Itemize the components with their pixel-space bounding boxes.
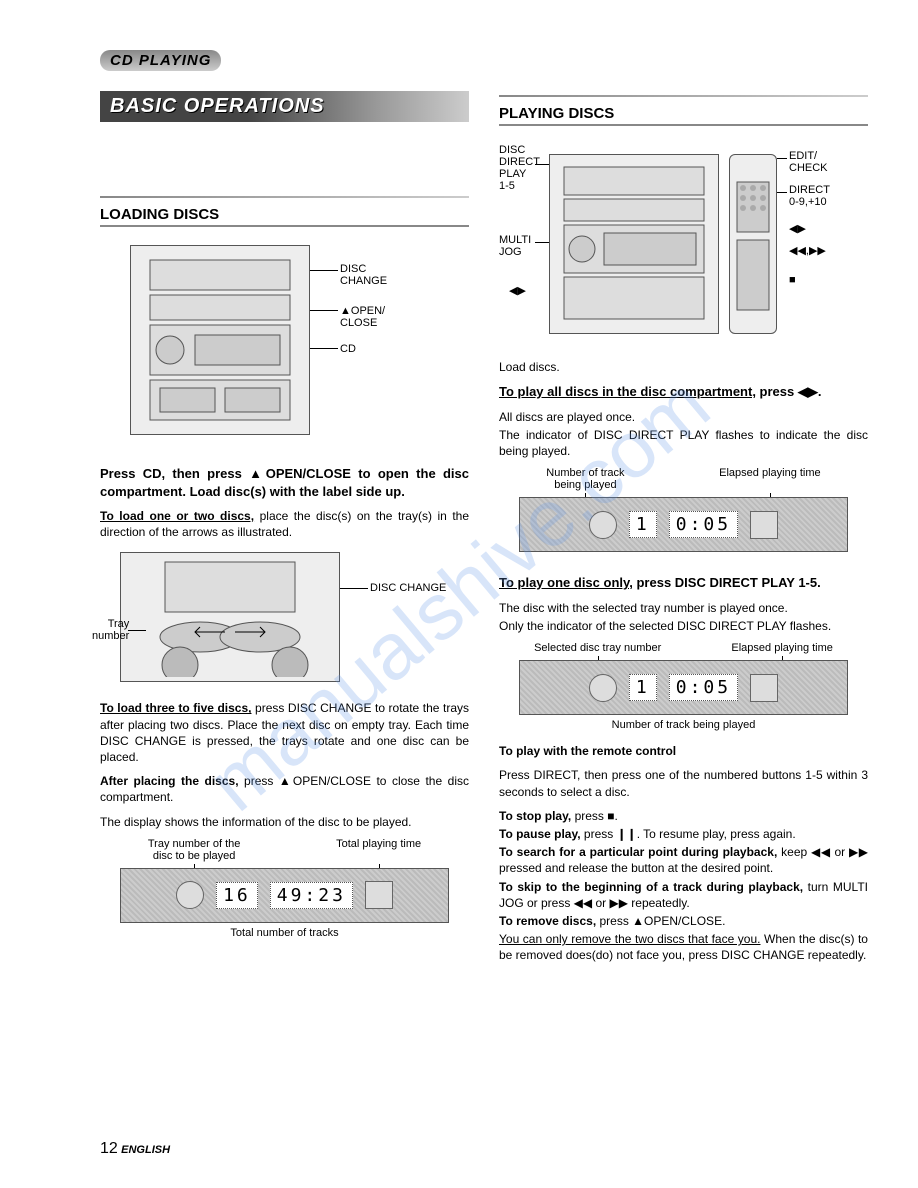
text-remote: Press DIRECT, then press one of the numb…	[499, 767, 868, 799]
ctl-stop-b: To stop play,	[499, 809, 571, 823]
label-tray-number: Tray number of the disc to be played	[148, 838, 241, 862]
disc-icon	[589, 511, 617, 539]
ctl-search-b: To search for a particular point during …	[499, 845, 777, 859]
label-elapsed-time: Elapsed playing time	[719, 467, 821, 491]
display2-top-labels: Number of track being played Elapsed pla…	[499, 467, 868, 491]
page-number: 12	[100, 1140, 118, 1157]
text-selected-indicator: Only the indicator of the selected DISC …	[499, 618, 868, 634]
ctl-remove: To remove discs, press ▲OPEN/CLOSE.	[499, 913, 868, 929]
callout-direct-numbers: DIRECT 0-9,+10	[789, 184, 830, 208]
text-load-discs: Load discs.	[499, 359, 868, 375]
label-total-time: Total playing time	[336, 838, 421, 862]
ctl-remove-note: You can only remove the two discs that f…	[499, 931, 868, 963]
ctl-pause: To pause play, press ❙❙. To resume play,…	[499, 826, 868, 842]
seg-track: 1	[629, 511, 657, 538]
instruction-press-cd: Press CD, then press ▲OPEN/CLOSE to open…	[100, 465, 469, 500]
banner-basic-operations: BASIC OPERATIONS	[100, 91, 469, 122]
lead-play-one: To play one disc only,	[499, 575, 633, 590]
seg-elapsed-3: 0:05	[669, 674, 738, 701]
instruction-load-three-five: To load three to five discs, press DISC …	[100, 700, 469, 765]
seg-elapsed: 0:05	[669, 511, 738, 538]
figure-remote	[729, 154, 777, 334]
rest-play-one: press DISC DIRECT PLAY 1-5.	[633, 575, 821, 590]
callout-play-arrows-right: ◀▶	[789, 222, 806, 235]
display1-bottom-label: Total number of tracks	[100, 927, 469, 939]
ctl-skip: To skip to the beginning of a track duri…	[499, 879, 868, 911]
instruction-display-shows: The display shows the information of the…	[100, 814, 469, 830]
display-panel-3: 1 0:05	[519, 660, 848, 715]
mode-icon	[750, 674, 778, 702]
figure-disc-tray	[120, 552, 340, 682]
ctl-stop-r: press ■.	[571, 809, 618, 823]
callout-disc-direct-play: DISC DIRECT PLAY 1-5	[499, 144, 540, 192]
lead-play-all: To play all discs in the disc compartmen…	[499, 384, 756, 399]
ctl-remove-b: To remove discs,	[499, 914, 596, 928]
seg-tray-3: 1	[629, 674, 657, 701]
heading-play-one: To play one disc only, press DISC DIRECT…	[499, 574, 868, 592]
lead-after-placing: After placing the discs,	[100, 774, 239, 788]
seg-time: 49:23	[270, 882, 353, 909]
left-column: BASIC OPERATIONS LOADING DISCS DISC CHAN…	[100, 91, 469, 971]
instruction-load-one-two: To load one or two discs, place the disc…	[100, 508, 469, 540]
text-indicator-flashes: The indicator of DISC DIRECT PLAY flashe…	[499, 427, 868, 459]
heading-playing-discs: PLAYING DISCS	[499, 105, 868, 126]
rest-play-all: press ◀▶.	[756, 384, 822, 399]
heading-loading-discs: LOADING DISCS	[100, 206, 469, 227]
callout-open-close: ▲OPEN/ CLOSE	[340, 305, 385, 329]
display3-top-labels: Selected disc tray number Elapsed playin…	[499, 642, 868, 654]
display1-top-labels: Tray number of the disc to be played Tot…	[100, 838, 469, 862]
callout-stop: ■	[789, 274, 796, 286]
ctl-remove-r: press ▲OPEN/CLOSE.	[596, 914, 725, 928]
disc-icon	[176, 881, 204, 909]
instruction-after-placing: After placing the discs, press ▲OPEN/CLO…	[100, 773, 469, 805]
disc-icon	[589, 674, 617, 702]
mode-icon	[750, 511, 778, 539]
banner-text: BASIC OPERATIONS	[110, 95, 325, 117]
remote-illustration	[731, 158, 775, 330]
page-lang: ENGLISH	[121, 1144, 170, 1156]
display-panel-1: 16 49:23	[120, 868, 449, 923]
text-all-played-once: All discs are played once.	[499, 409, 868, 425]
callout-play-arrows-left: ◀▶	[509, 284, 526, 297]
callout-edit-check: EDIT/ CHECK	[789, 150, 828, 174]
ctl-pause-r: press ❙❙. To resume play, press again.	[581, 827, 796, 841]
page-footer: 12 ENGLISH	[100, 1140, 170, 1158]
seg-tray: 16	[216, 882, 258, 909]
heading-remote: To play with the remote control	[499, 743, 868, 759]
mode-icon	[365, 881, 393, 909]
divider	[499, 95, 868, 97]
figure-stereo-remote	[549, 154, 719, 334]
callout-skip-arrows: ◀◀,▶▶	[789, 244, 826, 257]
figure-stereo-unit	[130, 245, 310, 435]
label-selected-tray: Selected disc tray number	[534, 642, 661, 654]
label-track-played: Number of track being played	[612, 719, 756, 731]
callout-cd: CD	[340, 343, 356, 355]
ctl-pause-b: To pause play,	[499, 827, 581, 841]
label-elapsed-time-2: Elapsed playing time	[731, 642, 833, 654]
stereo-illustration	[135, 250, 305, 430]
stereo-illustration-2	[554, 159, 714, 329]
lead-load-three-five: To load three to five discs,	[100, 701, 252, 715]
callout-multi-jog: MULTI JOG	[499, 234, 531, 258]
tray-illustration	[125, 557, 335, 677]
divider	[100, 196, 469, 198]
callout-disc-change-2: DISC CHANGE	[370, 582, 446, 594]
label-track-number: Number of track being played	[546, 467, 624, 491]
ctl-stop: To stop play, press ■.	[499, 808, 868, 824]
callout-disc-change: DISC CHANGE	[340, 263, 387, 287]
right-column: PLAYING DISCS	[499, 91, 868, 971]
ctl-search: To search for a particular point during …	[499, 844, 868, 876]
text-selected-played-once: The disc with the selected tray number i…	[499, 600, 868, 616]
ctl-skip-b: To skip to the beginning of a track duri…	[499, 880, 803, 894]
display3-bottom-label: Number of track being played	[499, 719, 868, 731]
section-tag: CD PLAYING	[100, 50, 221, 71]
heading-play-all: To play all discs in the disc compartmen…	[499, 383, 868, 401]
lead-load-one-two: To load one or two discs,	[100, 509, 254, 523]
callout-tray-number: Tray number	[92, 618, 129, 642]
ctl-remove-note-u: You can only remove the two discs that f…	[499, 932, 760, 946]
label-total-tracks: Total number of tracks	[230, 927, 338, 939]
display-panel-2: 1 0:05	[519, 497, 848, 552]
